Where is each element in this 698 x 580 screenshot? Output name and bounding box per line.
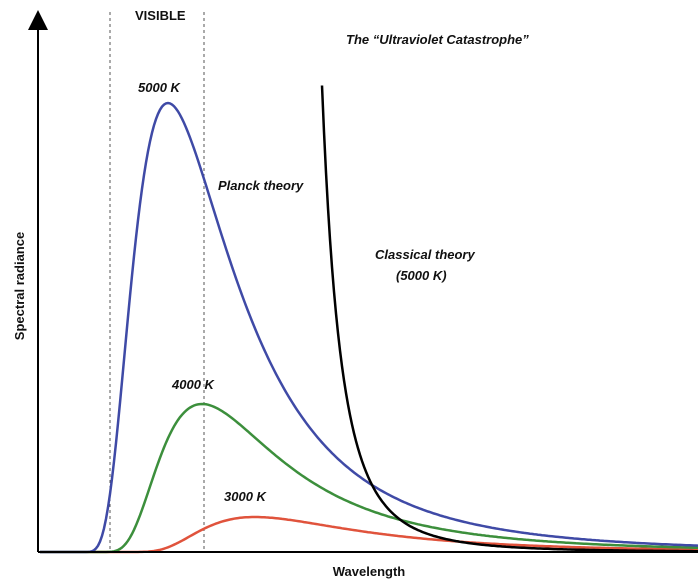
planck-theory-label: Planck theory [218, 178, 304, 193]
y-axis-label: Spectral radiance [12, 232, 27, 340]
curve-5000k-planck [40, 101, 698, 554]
label-3000k: 3000 K [224, 489, 268, 504]
curve-4000k [40, 402, 698, 554]
x-axis-label: Wavelength [333, 564, 406, 579]
label-5000k: 5000 K [138, 80, 182, 95]
curve-3000k [40, 515, 698, 554]
label-4000k: 4000 K [171, 377, 216, 392]
curve-classical-theory [320, 85, 698, 553]
classical-theory-label-line2: (5000 K) [396, 268, 447, 283]
visible-label: VISIBLE [135, 8, 186, 23]
classical-theory-label-line1: Classical theory [375, 247, 475, 262]
ultraviolet-catastrophe-label: The “Ultraviolet Catastrophe” [346, 32, 529, 47]
